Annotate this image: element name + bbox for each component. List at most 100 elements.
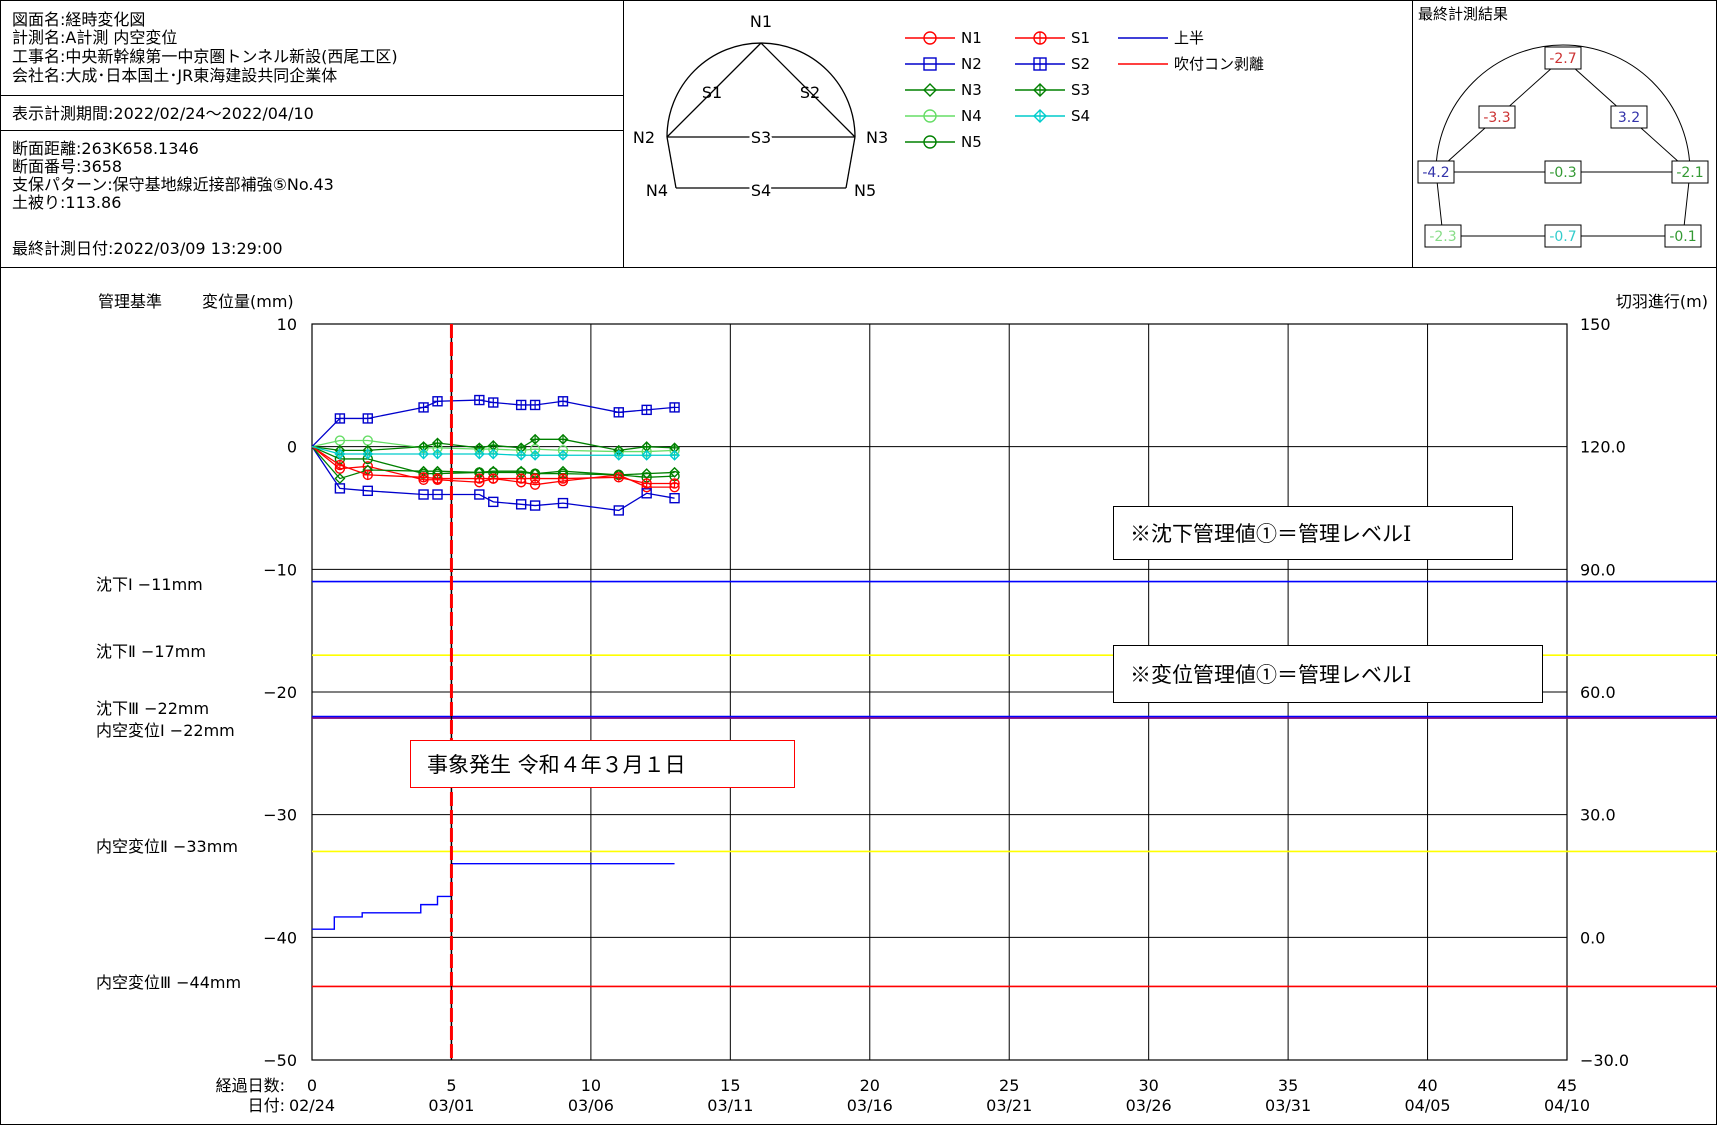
data-point: [557, 473, 569, 484]
legend-marker: [923, 109, 937, 123]
data-point: [474, 394, 485, 406]
series-line: [311, 446, 675, 512]
data-point: [641, 468, 653, 480]
data-point: [432, 448, 443, 460]
data-point: [613, 505, 624, 516]
data-point: [557, 497, 569, 509]
date-tick-label: 03/31: [1265, 1096, 1311, 1115]
y2-tick-label: 90.0: [1580, 560, 1616, 579]
data-point: [362, 469, 373, 481]
section-distance: 断面距離:263K658.1346: [12, 139, 199, 158]
date-tick-label: 03/26: [1126, 1096, 1172, 1115]
diagram-labels: N1 S1 S2 N2 S3 N3 N4 S4 N5: [633, 12, 888, 203]
data-point: [613, 449, 625, 461]
legend-marker: [1033, 31, 1047, 45]
x-tick-label: 45: [1557, 1076, 1577, 1095]
threshold-label: 沈下Ⅰ −11mm: [96, 575, 203, 594]
measure-line-s1: [666, 42, 762, 138]
data-point: [334, 448, 346, 460]
result-box: -2.1: [1671, 160, 1709, 184]
data-point: [432, 396, 443, 407]
result-box: -3.3: [1478, 105, 1516, 129]
results-arch: [1435, 44, 1691, 173]
x-tick-label: 30: [1138, 1076, 1158, 1095]
measurement-period: 表示計測期間:2022/02/24～2022/04/10: [12, 104, 314, 123]
face-progress-line: [312, 863, 675, 930]
tunnel-arch: [666, 42, 856, 138]
legend-label: S1: [1071, 29, 1090, 47]
label-n2: N2: [633, 128, 655, 147]
x-tick-label: 25: [999, 1076, 1019, 1095]
data-point: [613, 472, 624, 483]
data-point: [474, 473, 485, 484]
data-point: [669, 478, 680, 489]
legend-marker: [923, 83, 937, 97]
data-point: [515, 399, 527, 411]
result-value: 3.2: [1618, 110, 1640, 126]
date-tick-label: 04/05: [1405, 1096, 1451, 1115]
data-point: [432, 437, 443, 449]
data-point: [669, 492, 680, 504]
date-tick-label: 03/01: [428, 1096, 474, 1115]
result-value: -0.3: [1549, 165, 1576, 181]
threshold-label: 内空変位Ⅲ −44mm: [96, 973, 241, 992]
result-value: -2.7: [1549, 51, 1576, 67]
legend-label: S2: [1071, 55, 1090, 73]
label-s2: S2: [800, 83, 820, 102]
label-s3: S3: [751, 128, 771, 147]
data-point: [487, 448, 499, 460]
series-S1: [311, 446, 680, 489]
data-point: [432, 489, 443, 500]
legend-marker: [923, 83, 937, 97]
data-point: [515, 499, 527, 510]
legend-marker: [923, 31, 937, 45]
legend-item-吹付コン剥離: 吹付コン剥離: [1118, 55, 1264, 73]
legend-marker: [1033, 83, 1047, 97]
header-divider-1: [623, 0, 624, 267]
data-point: [529, 473, 541, 484]
data-point: [334, 459, 346, 471]
threshold-label: 沈下Ⅱ −17mm: [96, 642, 206, 661]
data-point: [669, 466, 681, 478]
data-point: [557, 396, 569, 407]
company-name: 会社名:大成･日本国土･JR東海建設共同企業体: [12, 66, 338, 85]
data-point: [557, 449, 569, 461]
info-separator-2: [0, 130, 623, 131]
data-point: [432, 489, 443, 500]
data-point: [641, 449, 653, 461]
date-tick-label: 03/16: [847, 1096, 893, 1115]
data-point: [641, 468, 653, 480]
result-value: -2.3: [1429, 229, 1456, 245]
data-point: [641, 404, 652, 416]
data-point: [669, 402, 680, 413]
legend-marker: [923, 135, 937, 149]
legend-marker: [1033, 57, 1047, 71]
date-tick-label: 04/10: [1544, 1096, 1590, 1115]
date-tick-label: 03/06: [568, 1096, 614, 1115]
result-box-frame: [1544, 46, 1582, 70]
x-tick-label: 20: [860, 1076, 880, 1095]
x-axis-label: 経過日数:: [216, 1076, 285, 1095]
data-point: [515, 473, 527, 484]
date-tick-label: 02/24: [289, 1096, 335, 1115]
legend-marker: [923, 31, 937, 45]
last-measurement-date: 最終計測日付:2022/03/09 13:29:00: [12, 239, 283, 258]
data-point: [515, 449, 527, 461]
legend-label: N5: [961, 133, 982, 151]
y-tick-label: −10: [263, 560, 297, 579]
event-annotation: 事象発生 令和４年３月１日: [410, 740, 795, 788]
y-tick-label: 10: [277, 315, 297, 334]
note-settlement-level: ※沈下管理値①＝管理レベルⅠ: [1113, 506, 1513, 560]
result-box-frame: [1417, 160, 1455, 184]
series-N2: [311, 446, 680, 516]
data-point: [613, 505, 624, 516]
legend-marker: [923, 57, 937, 71]
data-point: [557, 433, 569, 445]
result-box-frame: [1664, 224, 1702, 248]
threshold-lines: 沈下Ⅰ −11mm 沈下Ⅱ −17mm 沈下Ⅲ −22mm 内空変位Ⅰ −22mm 内空…: [96, 575, 1717, 992]
data-point: [669, 449, 681, 461]
data-point: [529, 433, 541, 445]
data-point: [488, 496, 499, 508]
label-n5: N5: [854, 181, 876, 200]
